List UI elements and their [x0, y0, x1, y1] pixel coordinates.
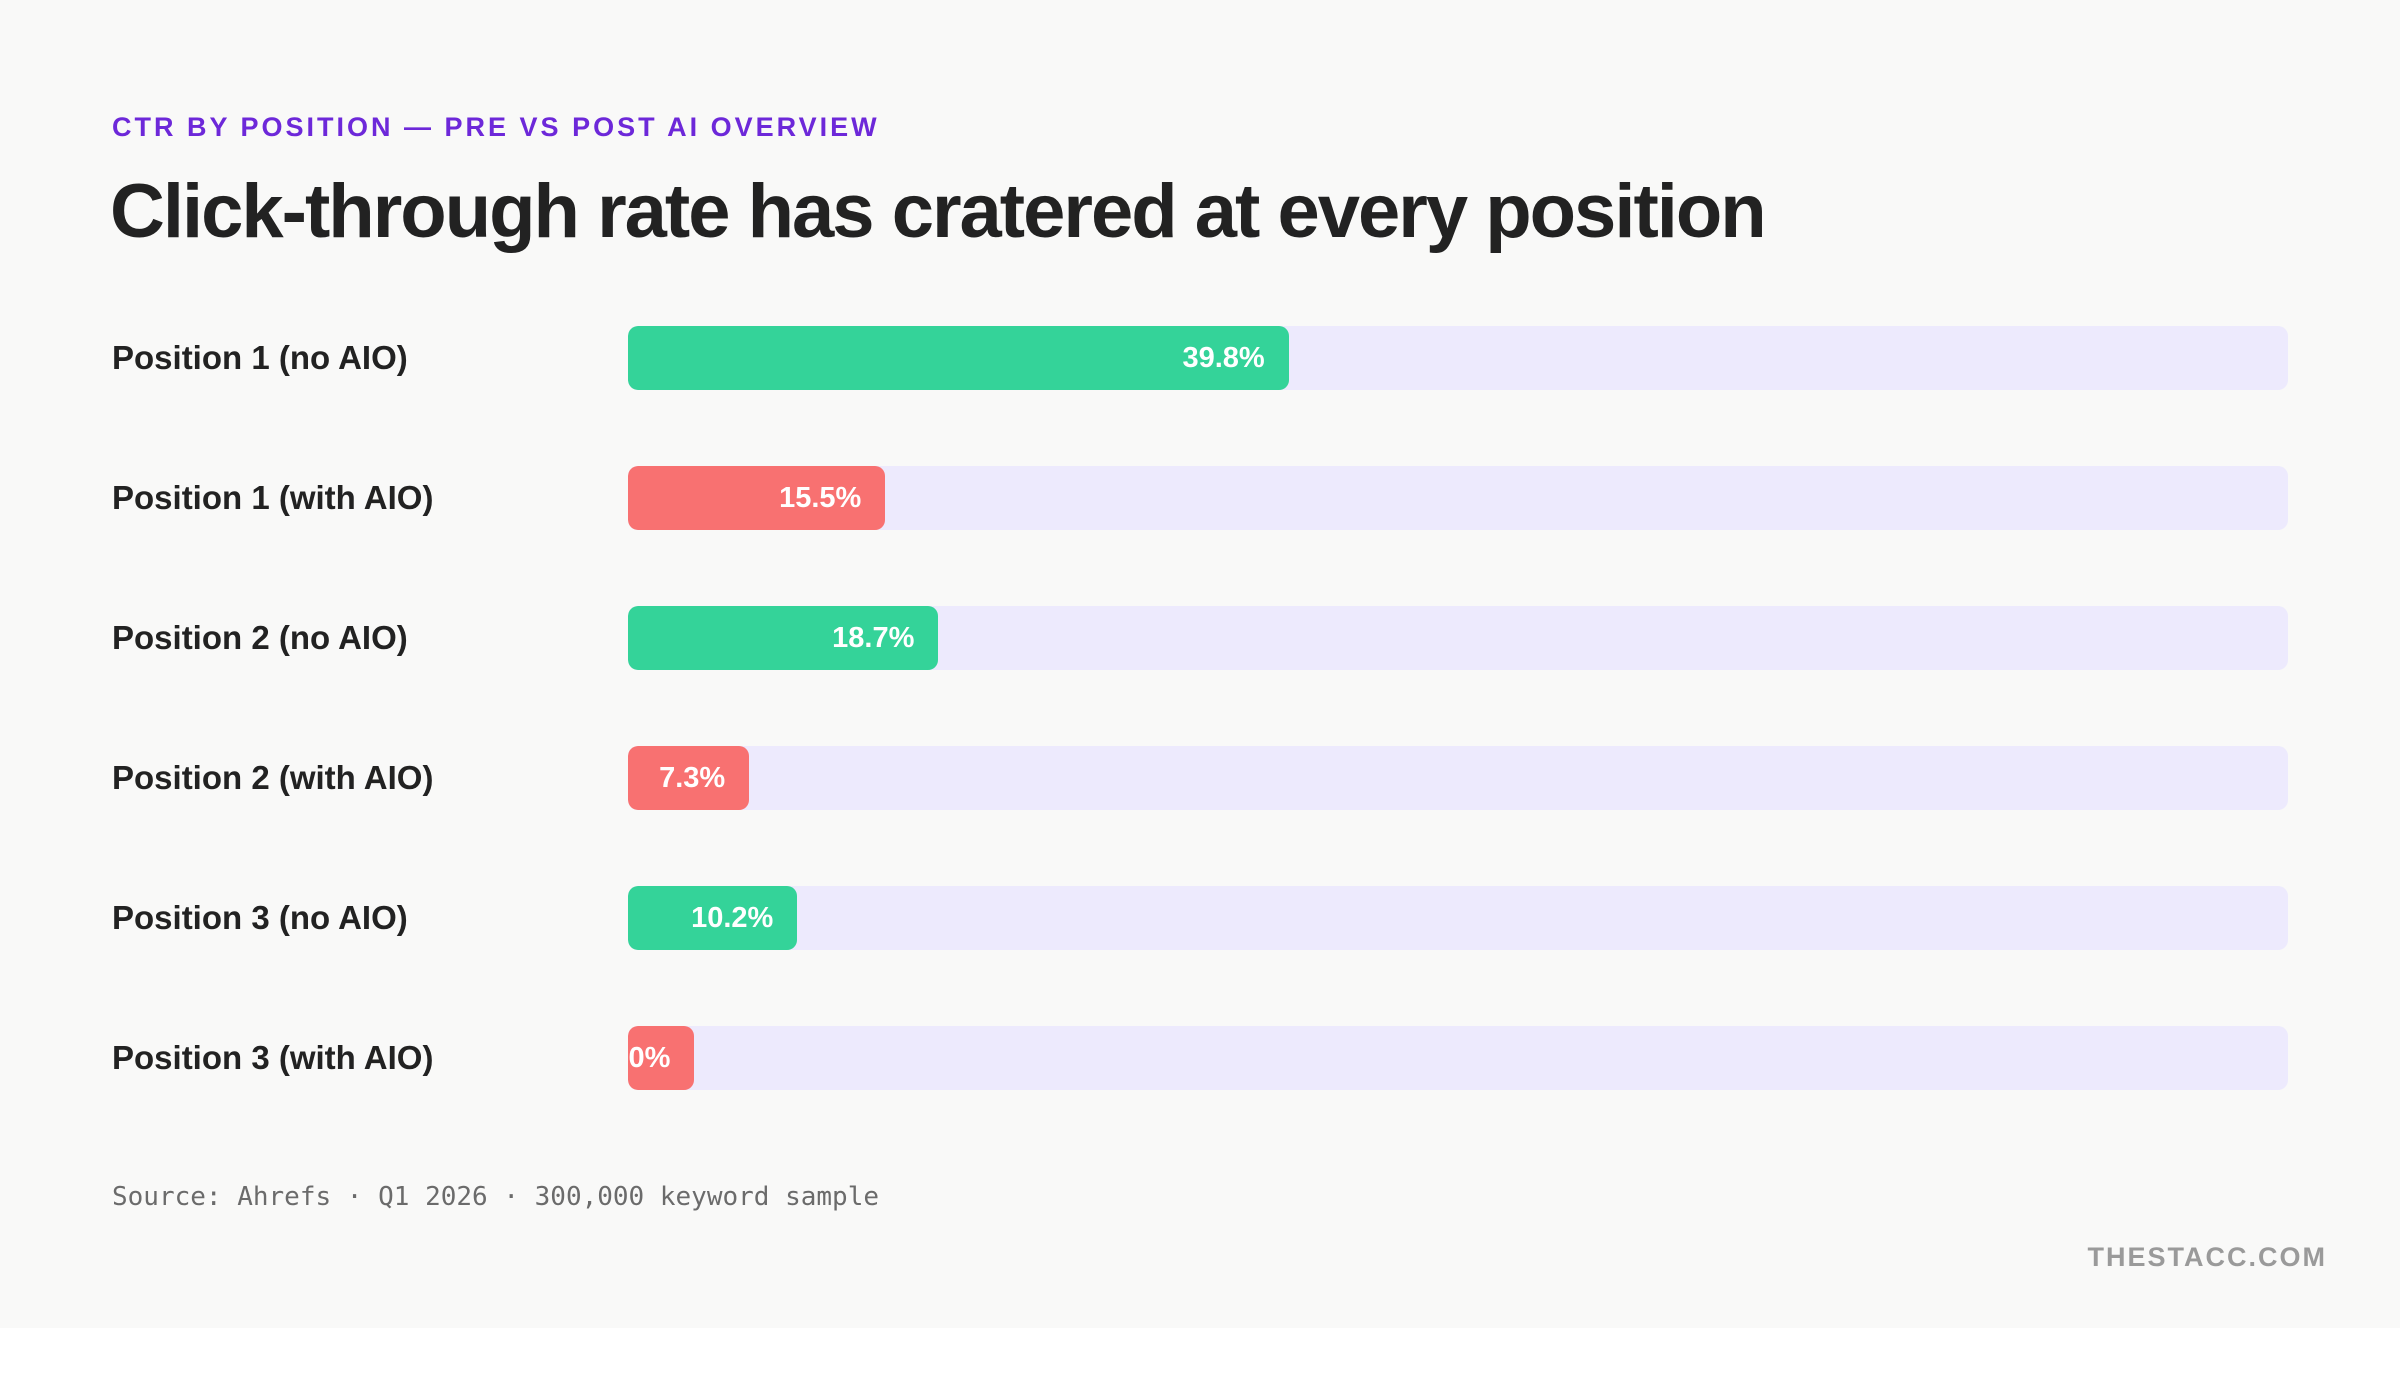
bar: 39.8% [628, 326, 1289, 390]
bar-category-label: Position 1 (with AIO) [112, 479, 434, 516]
bar-track: 7.3% [628, 746, 2288, 810]
bar-track: 10.2% [628, 886, 2288, 950]
bar-category-label: Position 3 (no AIO) [112, 899, 408, 936]
bar: 4.0% [628, 1026, 695, 1090]
bar-value-label: 18.7% [832, 622, 915, 654]
bar-category-label: Position 1 (no AIO) [112, 339, 408, 376]
bar-chart: Position 1 (no AIO) 39.8% Position 1 (with… [112, 326, 2288, 1090]
bar: 7.3% [628, 746, 750, 810]
bar-category-label: Position 2 (no AIO) [112, 619, 408, 656]
bar-category-label: Position 2 (with AIO) [112, 759, 434, 796]
chart-title: Click-through rate has cratered at every… [110, 169, 1767, 254]
bar: 10.2% [628, 886, 798, 950]
bar-value-label: 7.3% [659, 762, 726, 794]
bar-value-label: 15.5% [779, 482, 862, 514]
source-note: Source: Ahrefs · Q1 2026 · 300,000 keywo… [112, 1182, 880, 1212]
bar-value-label: 10.2% [691, 902, 774, 934]
bar-track: 39.8% [628, 326, 2288, 390]
bar-value-label: 4.0% [628, 1042, 671, 1074]
bar-track: 15.5% [628, 466, 2288, 530]
chart-card: CTR BY POSITION — PRE VS POST AI OVERVIE… [110, 112, 2327, 1272]
bar-track: 4.0% [628, 1026, 2288, 1090]
bar-category-label: Position 3 (with AIO) [112, 1039, 434, 1076]
chart-eyebrow: CTR BY POSITION — PRE VS POST AI OVERVIE… [112, 112, 880, 142]
bar-track: 18.7% [628, 606, 2288, 670]
bar: 18.7% [628, 606, 939, 670]
bar-value-label: 39.8% [1182, 342, 1265, 374]
bar: 15.5% [628, 466, 886, 530]
brand-watermark: THESTACC.COM [2087, 1242, 2327, 1272]
